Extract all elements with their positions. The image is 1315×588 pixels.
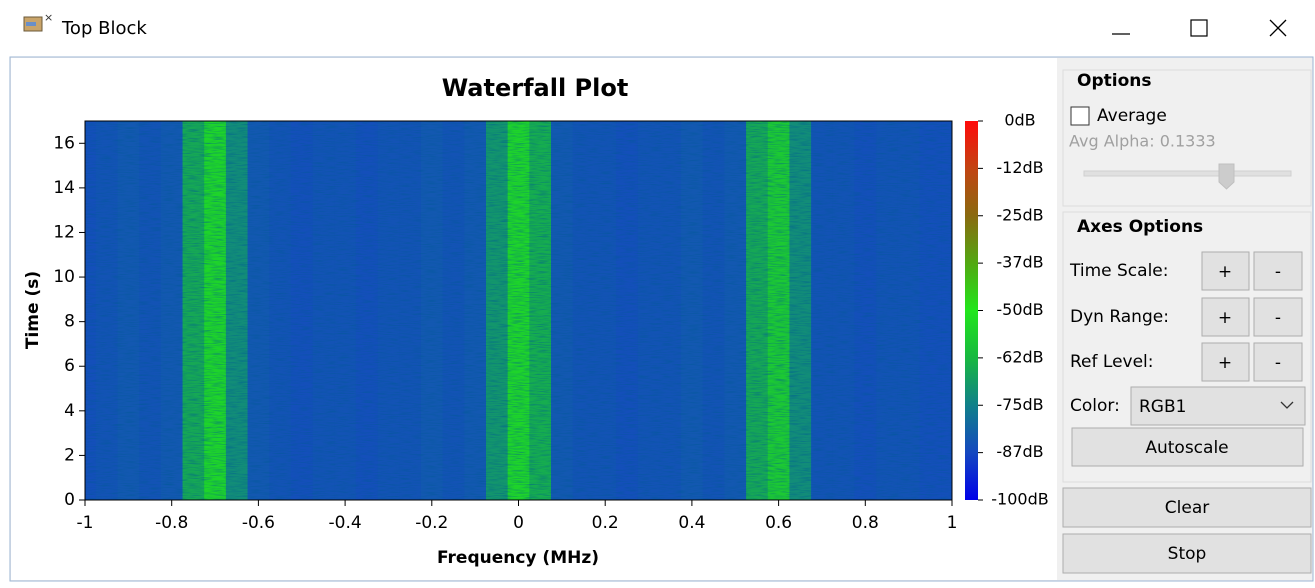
window-title: Top Block	[61, 18, 147, 39]
colorbar-tick-label: -62dB	[996, 347, 1043, 366]
colorbar-tick-label: -50dB	[996, 300, 1043, 319]
colorbar-tick-label: -12dB	[996, 158, 1043, 177]
colorbar-tick-label: 0dB	[1004, 111, 1035, 130]
x-tick-label: 0.4	[678, 513, 705, 533]
autoscale-button[interactable]	[1071, 427, 1304, 467]
x-tick-label: -0.6	[242, 513, 275, 533]
y-tick-label: 4	[64, 401, 75, 421]
y-tick-label: 12	[53, 222, 75, 242]
control-label: Dyn Range:	[1070, 307, 1169, 327]
button-label: -	[1275, 308, 1281, 328]
y-tick-label: 2	[64, 445, 75, 465]
x-tick-label: 0.8	[852, 513, 879, 533]
average-checkbox[interactable]	[1070, 106, 1090, 126]
x-axis-label: Frequency (MHz)	[437, 548, 599, 568]
options-group: Options Average Avg Alpha: 0.1333	[1062, 69, 1312, 207]
colorbar-tick-label: -100dB	[991, 490, 1048, 509]
y-tick-label: 16	[53, 133, 75, 153]
checkbox-label: Average	[1097, 106, 1167, 126]
stop-button[interactable]	[1062, 533, 1312, 574]
y-tick-label: 8	[64, 312, 75, 332]
clear-button[interactable]	[1062, 487, 1312, 528]
noise-texture	[85, 121, 952, 500]
x-tick-label: -0.2	[415, 513, 448, 533]
dropdown-value: RGB1	[1139, 397, 1186, 417]
button-label: -	[1275, 353, 1281, 373]
y-tick-label: 10	[53, 267, 75, 287]
minus-button[interactable]	[1253, 342, 1303, 382]
colorbar	[965, 121, 978, 500]
app-icon: ×	[23, 11, 53, 32]
button-label: Autoscale	[1145, 438, 1228, 458]
minus-button[interactable]	[1253, 297, 1303, 337]
group-title: Options	[1077, 71, 1151, 91]
x-tick-label: -0.4	[329, 513, 362, 533]
button-label: +	[1218, 262, 1232, 282]
control-label: Color:	[1070, 396, 1120, 416]
x-tick-label: 0.6	[765, 513, 792, 533]
heatmap	[85, 121, 952, 500]
plus-button[interactable]	[1201, 297, 1250, 337]
maximize-button[interactable]	[1190, 19, 1208, 37]
button-label: -	[1275, 262, 1281, 282]
y-tick-label: 14	[53, 178, 75, 198]
plus-button[interactable]	[1201, 342, 1250, 382]
slider-handle[interactable]	[1218, 163, 1235, 190]
plus-button[interactable]	[1201, 251, 1250, 291]
dropdown-arrow	[1280, 401, 1294, 409]
button-label: +	[1218, 308, 1232, 328]
x-tick-label: -1	[77, 513, 94, 533]
color-dropdown[interactable]	[1130, 386, 1306, 426]
y-tick-label: 6	[64, 356, 75, 376]
chart-title: Waterfall Plot	[442, 74, 629, 102]
minus-button[interactable]	[1253, 251, 1303, 291]
axes-options-group: Axes Options Time Scale: Dyn Range: Ref …	[1062, 211, 1312, 483]
button-label: Stop	[1168, 544, 1207, 564]
colorbar-tick-label: -37dB	[996, 253, 1043, 272]
close-button[interactable]	[1269, 19, 1287, 37]
waterfall-chart: Waterfall Plot Frequency (MHz) Time (s) -1 -…	[23, 74, 1049, 568]
colorbar-tick-label: -25dB	[996, 205, 1043, 224]
group-title: Axes Options	[1077, 217, 1203, 237]
control-label: Ref Level:	[1070, 352, 1154, 372]
avg-alpha-label: Avg Alpha: 0.1333	[1069, 132, 1216, 151]
y-tick-label: 0	[64, 490, 75, 510]
title-bar	[0, 0, 1315, 56]
x-tick-label: 1	[947, 513, 958, 533]
svg-text:×: ×	[44, 11, 53, 24]
button-label: Clear	[1165, 498, 1209, 518]
x-tick-label: 0	[513, 513, 524, 533]
slider-track	[1083, 170, 1292, 177]
y-axis-label: Time (s)	[23, 271, 43, 349]
button-label: +	[1218, 353, 1232, 373]
x-tick-label: 0.2	[592, 513, 619, 533]
control-label: Time Scale:	[1069, 261, 1168, 281]
colorbar-tick-label: -87dB	[996, 442, 1043, 461]
colorbar-tick-label: -75dB	[996, 395, 1043, 414]
x-tick-label: -0.8	[155, 513, 188, 533]
